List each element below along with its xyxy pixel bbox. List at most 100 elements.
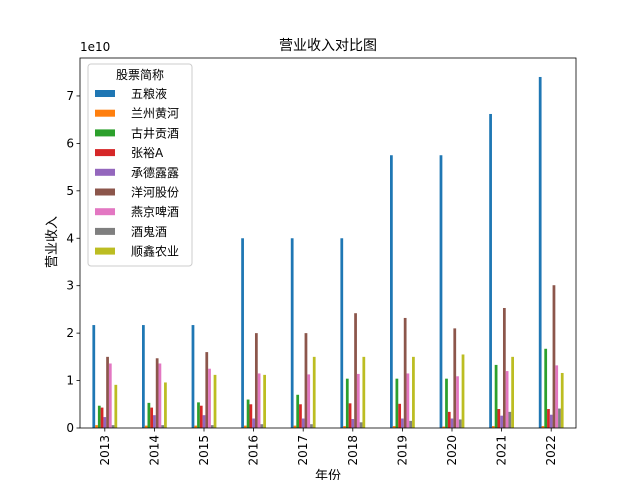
bar-燕京啤酒-2022 [555, 365, 559, 428]
bar-洋河股份-2016 [254, 333, 258, 428]
bar-承德露露-2017 [301, 418, 305, 428]
bar-燕京啤酒-2021 [505, 371, 509, 428]
bar-五粮液-2020 [439, 155, 443, 429]
y-tick-label: 1 [66, 374, 74, 388]
x-tick-label: 2021 [495, 435, 509, 466]
legend-swatch-兰州黄河 [95, 109, 115, 117]
bar-古井贡酒-2018 [345, 378, 349, 428]
bar-洋河股份-2018 [354, 313, 357, 428]
x-tick-label: 2013 [98, 435, 112, 466]
legend-label-五粮液: 五粮液 [131, 86, 167, 101]
x-tick-label: 2020 [445, 435, 459, 466]
bar-燕京啤酒-2019 [406, 373, 410, 428]
bar-张裕A-2021 [497, 409, 501, 428]
bar-顺鑫农业-2013 [114, 384, 118, 428]
legend-swatch-顺鑫农业 [95, 247, 115, 255]
bar-五粮液-2013 [92, 325, 96, 428]
bar-顺鑫农业-2020 [461, 354, 465, 428]
bar-承德露露-2013 [103, 417, 107, 428]
bar-承德露露-2018 [351, 418, 355, 428]
bar-张裕A-2015 [199, 405, 203, 428]
x-tick-label: 2018 [346, 435, 360, 466]
x-tick-label: 2015 [197, 435, 211, 466]
bar-酒鬼酒-2013 [111, 425, 115, 428]
bar-古井贡酒-2016 [246, 399, 250, 428]
bars-layer [92, 76, 564, 429]
legend-label-张裕A: 张裕A [131, 145, 164, 160]
bar-张裕A-2017 [299, 404, 302, 428]
y-tick-label: 3 [66, 279, 74, 293]
bar-承德露露-2015 [202, 415, 206, 428]
legend-swatch-古井贡酒 [95, 129, 115, 137]
x-tick-label: 2014 [147, 435, 161, 466]
x-tick-label: 2019 [395, 435, 409, 466]
legend-swatch-洋河股份 [95, 188, 115, 196]
bar-承德露露-2022 [549, 414, 553, 428]
bar-五粮液-2015 [191, 325, 195, 428]
bar-兰州黄河-2018 [343, 426, 346, 428]
bar-张裕A-2014 [150, 407, 154, 428]
legend-swatch-承德露露 [95, 168, 115, 176]
bar-洋河股份-2019 [403, 317, 407, 428]
legend-swatch-燕京啤酒 [95, 208, 115, 216]
bar-燕京啤酒-2017 [307, 374, 311, 428]
bar-兰州黄河-2019 [392, 426, 396, 428]
bar-张裕A-2013 [100, 407, 104, 428]
legend-swatch-酒鬼酒 [95, 227, 115, 235]
bar-兰州黄河-2020 [442, 426, 446, 428]
bar-燕京啤酒-2013 [108, 363, 112, 428]
legend-title: 股票简称 [116, 68, 164, 82]
bar-五粮液-2017 [290, 238, 294, 428]
bar-五粮液-2021 [489, 113, 492, 428]
bar-酒鬼酒-2017 [310, 424, 313, 428]
bar-酒鬼酒-2022 [558, 408, 561, 428]
x-tick-label: 2017 [296, 435, 310, 466]
bar-兰州黄河-2014 [144, 425, 148, 428]
bar-承德露露-2019 [401, 418, 404, 428]
bar-洋河股份-2017 [304, 333, 308, 428]
x-axis-label: 年份 [315, 469, 341, 480]
bar-五粮液-2018 [340, 238, 344, 428]
bar-酒鬼酒-2018 [359, 422, 363, 428]
bar-洋河股份-2015 [205, 352, 209, 428]
bar-兰州黄河-2013 [95, 425, 98, 428]
bar-洋河股份-2013 [106, 356, 109, 428]
y-axis-label: 营业收入 [45, 216, 60, 268]
bar-燕京啤酒-2014 [158, 363, 162, 428]
bar-酒鬼酒-2014 [161, 425, 165, 428]
bar-五粮液-2016 [241, 238, 244, 428]
bar-兰州黄河-2017 [293, 425, 297, 428]
legend-swatch-五粮液 [95, 90, 115, 97]
legend-label-承德露露: 承德露露 [131, 165, 179, 180]
legend-label-兰州黄河: 兰州黄河 [131, 107, 179, 121]
bar-古井贡酒-2013 [97, 405, 101, 428]
bar-古井贡酒-2014 [147, 402, 151, 428]
bar-洋河股份-2020 [453, 328, 457, 428]
bar-张裕A-2022 [547, 409, 550, 428]
legend-swatch-张裕A [95, 149, 115, 157]
bar-酒鬼酒-2021 [508, 411, 512, 428]
bar-五粮液-2022 [538, 76, 542, 428]
chart-title: 营业收入对比图 [279, 38, 377, 54]
bar-承德露露-2020 [450, 418, 454, 428]
y-tick-label: 6 [66, 136, 74, 150]
x-tick-label: 2016 [247, 435, 261, 466]
bar-五粮液-2019 [390, 155, 393, 429]
bar-顺鑫农业-2016 [263, 374, 266, 428]
bar-兰州黄河-2015 [194, 425, 198, 428]
bar-顺鑫农业-2018 [362, 356, 366, 428]
bar-顺鑫农业-2015 [213, 374, 217, 428]
bar-张裕A-2020 [447, 411, 451, 428]
bar-张裕A-2016 [249, 404, 253, 428]
bar-张裕A-2018 [348, 403, 352, 428]
axes-layer: 0 1 2 3 4 5 6 7 2013 2014 2015 2016 2017 2018 2019 2020… [66, 57, 577, 466]
legend-label-顺鑫农业: 顺鑫农业 [131, 244, 179, 259]
bar-顺鑫农业-2019 [412, 356, 415, 428]
bar-兰州黄河-2021 [491, 426, 495, 428]
y-tick-label: 4 [66, 231, 74, 245]
bar-兰州黄河-2016 [243, 425, 247, 428]
x-tick-label: 2022 [544, 435, 558, 466]
y-tick-label: 7 [66, 89, 74, 103]
y-tick-label: 0 [66, 421, 74, 435]
